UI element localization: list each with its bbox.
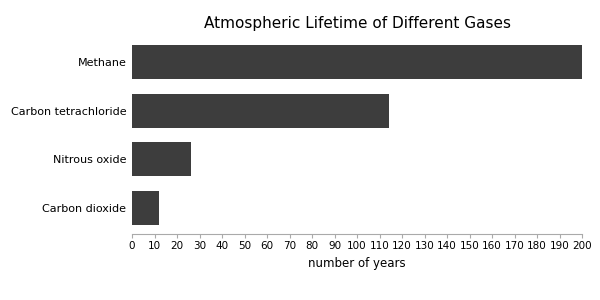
Bar xyxy=(132,45,582,79)
Title: Atmospheric Lifetime of Different Gases: Atmospheric Lifetime of Different Gases xyxy=(203,16,511,31)
Bar xyxy=(132,94,389,128)
Bar xyxy=(132,191,159,225)
Bar xyxy=(132,142,191,176)
X-axis label: number of years: number of years xyxy=(308,256,406,269)
